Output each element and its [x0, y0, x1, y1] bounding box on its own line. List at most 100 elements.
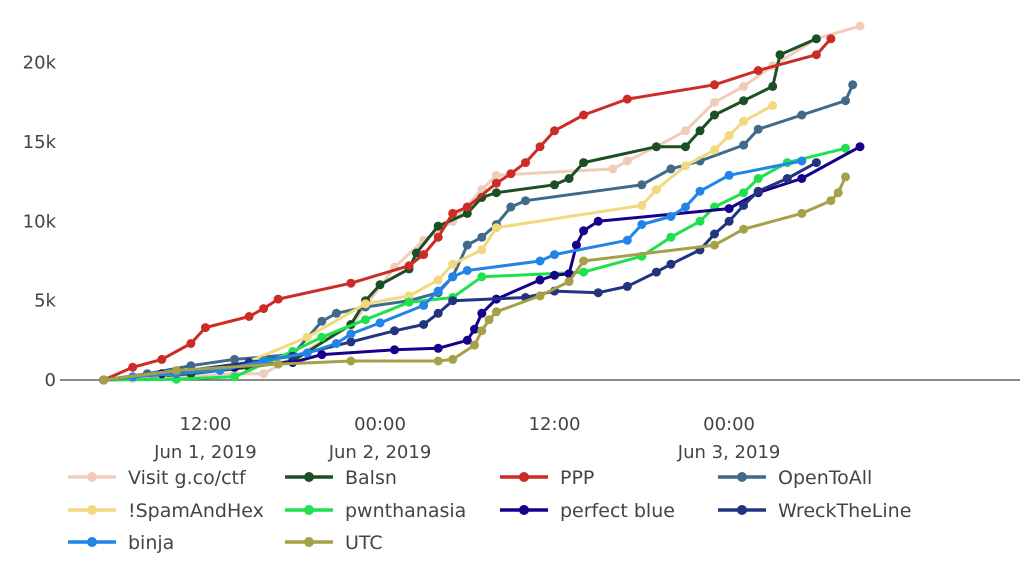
data-point	[739, 200, 749, 210]
series-ppp	[99, 34, 836, 385]
data-point	[448, 272, 458, 282]
legend: Visit g.co/ctf Balsn PPP OpenToAll !SpamAndH…	[68, 467, 911, 554]
data-point	[470, 324, 479, 334]
data-point	[550, 270, 559, 280]
legend-item: perfect blue	[500, 500, 675, 522]
data-point	[753, 174, 763, 183]
x-tick-date-label: Jun 3, 2019	[677, 442, 781, 463]
data-point	[797, 110, 807, 120]
data-point	[695, 216, 705, 226]
data-point	[637, 180, 647, 190]
data-point	[622, 94, 632, 104]
data-point	[564, 277, 574, 287]
data-point	[841, 143, 850, 153]
x-tick-time-label: 12:00	[529, 414, 581, 435]
data-point	[346, 278, 356, 288]
legend-swatch-marker	[304, 505, 314, 515]
data-point	[99, 375, 109, 385]
data-point	[651, 267, 661, 277]
data-point	[331, 339, 341, 348]
data-point	[710, 97, 719, 107]
data-point	[710, 240, 719, 250]
legend-label: OpenToAll	[778, 467, 872, 489]
x-tick-date-label: Jun 2, 2019	[328, 442, 432, 463]
data-point	[710, 80, 719, 90]
legend-item: UTC	[285, 532, 383, 554]
data-point	[681, 126, 690, 136]
x-axis: 12:00 Jun 1, 2019 00:00 Jun 2, 2019 12:00 00:…	[60, 379, 1020, 463]
data-point	[637, 200, 647, 210]
data-point	[346, 356, 356, 366]
data-point	[579, 267, 589, 277]
data-point	[564, 174, 574, 183]
data-point	[550, 180, 559, 190]
data-point	[724, 204, 734, 214]
data-point	[230, 372, 239, 382]
data-point	[317, 316, 327, 326]
legend-swatch-marker	[87, 505, 97, 515]
legend-swatch-marker	[87, 472, 97, 482]
data-point	[571, 240, 581, 250]
y-tick-label: 0	[45, 370, 56, 391]
data-point	[724, 170, 734, 180]
data-point	[797, 208, 807, 218]
data-point	[404, 297, 414, 307]
legend-label: binja	[128, 532, 174, 554]
data-point	[739, 140, 749, 150]
data-point	[739, 81, 749, 91]
data-point	[433, 286, 443, 296]
data-point	[739, 224, 749, 234]
data-point	[797, 174, 807, 183]
data-point	[477, 232, 487, 242]
legend-label: Balsn	[345, 467, 397, 489]
data-point	[317, 332, 327, 342]
data-point	[593, 288, 603, 298]
legend-swatch-marker	[737, 505, 747, 515]
data-point	[579, 158, 589, 168]
data-point	[491, 223, 501, 233]
data-point	[637, 220, 647, 229]
data-point	[404, 261, 414, 271]
data-point	[448, 354, 458, 364]
legend-item: !SpamAndHex	[68, 500, 264, 522]
data-point	[848, 80, 858, 90]
data-point	[273, 294, 283, 304]
data-point	[811, 50, 821, 60]
data-point	[259, 356, 269, 366]
data-point	[651, 185, 661, 195]
data-point	[331, 308, 341, 318]
legend-label: perfect blue	[560, 500, 675, 522]
data-point	[477, 308, 487, 318]
data-point	[302, 348, 312, 358]
legend-swatch-marker	[737, 472, 747, 482]
legend-label: WreckTheLine	[778, 500, 911, 522]
x-tick-time-label: 00:00	[354, 414, 406, 435]
data-point	[797, 156, 807, 166]
series-spamandhex	[99, 101, 778, 385]
data-point	[855, 142, 865, 152]
data-point	[491, 178, 501, 188]
x-tick-date-label: Jun 1, 2019	[153, 442, 257, 463]
data-point	[739, 188, 749, 198]
data-point	[681, 161, 690, 171]
data-point	[433, 308, 443, 318]
data-point	[681, 142, 690, 152]
data-point	[346, 337, 356, 347]
y-tick-label: 10k	[23, 211, 57, 232]
data-point	[826, 196, 836, 206]
data-point	[448, 296, 458, 306]
legend-label: pwnthanasia	[345, 500, 466, 522]
data-point	[433, 221, 443, 231]
data-point	[651, 142, 661, 152]
legend-label: PPP	[560, 467, 594, 489]
series-wrecktheline	[99, 158, 821, 385]
data-point	[462, 266, 472, 275]
legend-swatch-marker	[519, 472, 529, 482]
data-point	[681, 202, 690, 212]
data-point	[535, 142, 545, 152]
data-point	[171, 366, 181, 375]
data-point	[811, 158, 821, 168]
data-point	[462, 202, 472, 212]
data-point	[433, 232, 443, 242]
data-point	[833, 188, 843, 198]
